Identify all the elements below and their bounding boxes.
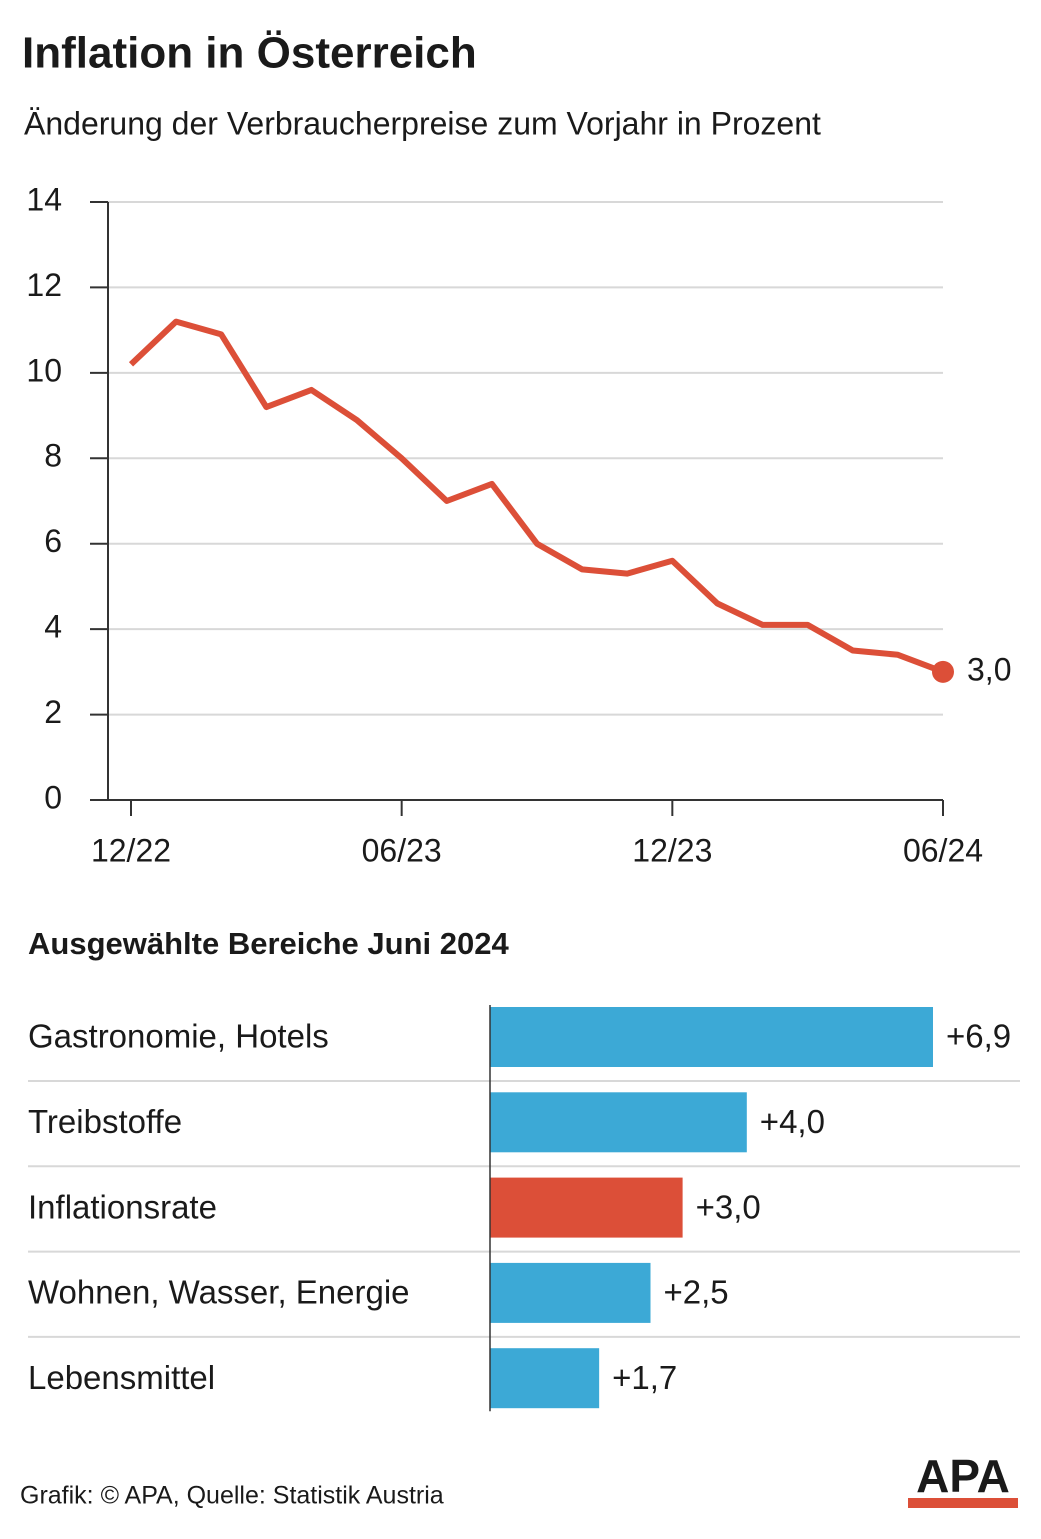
end-point xyxy=(932,660,954,683)
bar-label: Wohnen, Wasser, Energie xyxy=(28,1274,410,1311)
y-tick-label: 12 xyxy=(26,267,62,303)
y-tick-label: 10 xyxy=(26,352,62,388)
data-label: 3,0 xyxy=(967,651,1011,687)
data-label: +2,5 xyxy=(664,1274,729,1311)
source: Grafik: © APA, Quelle: Statistik Austria xyxy=(20,1482,444,1510)
bar xyxy=(490,1177,683,1238)
bar-label: Inflationsrate xyxy=(28,1188,217,1225)
x-tick-label: 12/23 xyxy=(632,832,712,868)
chart-subtitle: Änderung der Verbraucherpreise zum Vorja… xyxy=(24,105,821,141)
chart-title: Inflation in Österreich xyxy=(22,29,477,78)
section-title: Ausgewählte Bereiche Juni 2024 xyxy=(28,926,509,961)
line xyxy=(128,318,945,675)
data-label: +3,0 xyxy=(696,1188,761,1225)
bar xyxy=(490,1348,600,1409)
bar-label: Lebensmittel xyxy=(28,1359,215,1396)
bar xyxy=(490,1007,933,1067)
y-tick-label: 6 xyxy=(44,523,62,559)
x-tick-label: 06/24 xyxy=(903,832,983,868)
y-tick-label: 2 xyxy=(44,694,62,730)
y-tick-label: 4 xyxy=(44,609,62,645)
data-label: +4,0 xyxy=(760,1103,825,1140)
logo: APA xyxy=(916,1450,1010,1502)
y-tick-label: 8 xyxy=(44,438,62,474)
x-tick-label: 06/23 xyxy=(362,832,442,868)
bar-label: Treibstoffe xyxy=(28,1103,182,1140)
bar xyxy=(490,1262,651,1323)
x-tick-label: 12/22 xyxy=(91,832,171,868)
bar xyxy=(490,1092,747,1153)
data-label: +1,7 xyxy=(612,1359,677,1396)
y-tick-label: 0 xyxy=(44,779,62,815)
bar-label: Gastronomie, Hotels xyxy=(28,1018,329,1055)
logo-bar xyxy=(908,1498,1018,1508)
y-tick-label: 14 xyxy=(26,181,62,217)
data-label: +6,9 xyxy=(946,1018,1011,1055)
